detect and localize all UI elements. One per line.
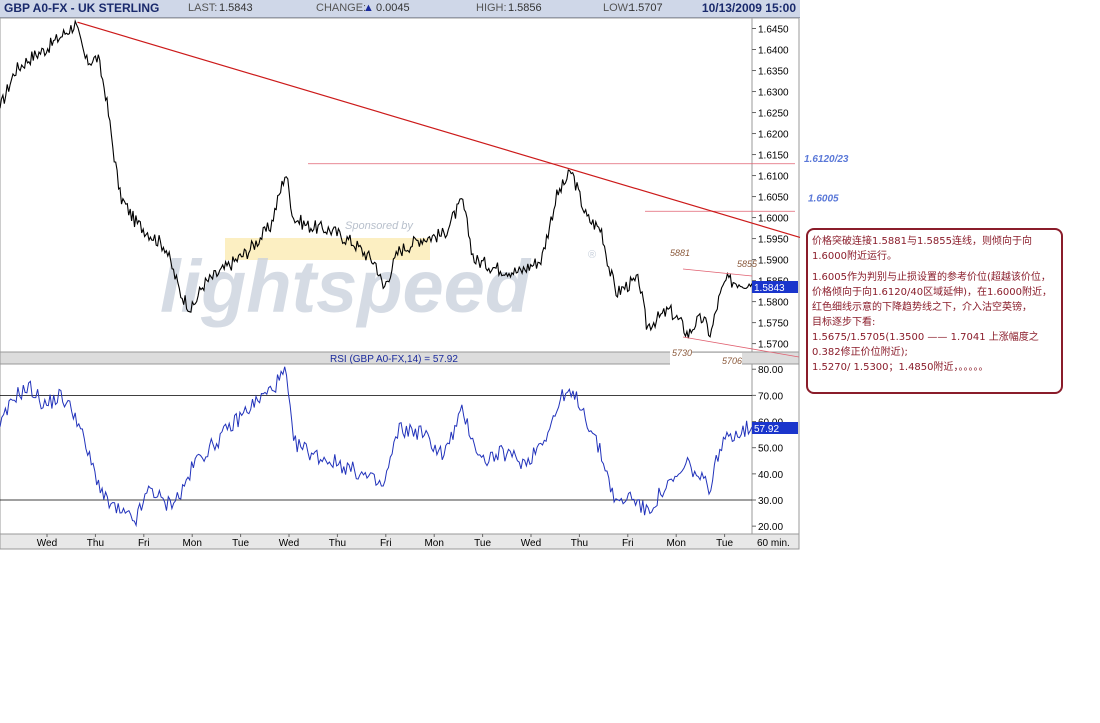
price-tick-label-14: 1.5750 [758, 319, 789, 330]
note-paragraph-5: 1.5270/ 1.5300；1.4850附近，。。。。。 [812, 362, 989, 373]
note-paragraph-2: 1.6005作为判别与止损设置的参考价位(超越该价位，价格倾向于向1.6120/… [812, 272, 1052, 313]
rsi-last-tag [752, 422, 798, 434]
price-tick-label-7: 1.6100 [758, 172, 789, 183]
time-axis [0, 533, 800, 550]
rsi-last-tag-text: 57.92 [754, 424, 779, 435]
watermark-sub: Sponsored by [345, 220, 414, 232]
chart-datetime: 10/13/2009 15:00 [701, 1, 796, 15]
price-tick-label-11: 1.5900 [758, 256, 789, 267]
change-label: CHANGE: [316, 2, 367, 14]
note-paragraph-4: 1.5675/1.5705(1.3500 —— 1.7041 上涨幅度之0.38… [812, 332, 1039, 358]
rsi-tick-label-1: 70.00 [758, 391, 783, 402]
last-value: 1.5843 [219, 2, 253, 14]
chart-header: GBP A0-FX - UK STERLING LAST: 1.5843 CHA… [0, 0, 800, 18]
downtrend-line [77, 21, 801, 239]
annot-5706: 5706 [722, 356, 742, 366]
price-tick-label-15: 1.5700 [758, 340, 789, 351]
price-tick-label-10: 1.5950 [758, 235, 789, 246]
low-label-box-2 [692, 353, 742, 366]
change-value: 0.0045 [376, 2, 410, 14]
rsi-tick-label-0: 80.00 [758, 365, 783, 376]
time-tick-label-5: Wed [279, 538, 299, 549]
price-axis [751, 17, 800, 353]
time-tick-label-10: Wed [521, 538, 541, 549]
high-value: 1.5856 [508, 2, 542, 14]
time-tick-label-8: Mon [424, 538, 443, 549]
note-paragraph-3: 目标逐步下看: [812, 317, 876, 328]
rsi-tick-label-4: 40.00 [758, 470, 783, 481]
price-tick-label-13: 1.5800 [758, 298, 789, 309]
time-tick-label-4: Tue [232, 538, 249, 549]
rsi-tick-label-6: 20.00 [758, 522, 783, 533]
note-paragraph-1: 价格突破连接1.5881与1.5855连线，则倾向于向1.6000附近运行。 [812, 236, 1032, 262]
time-tick-label-7: Fri [380, 538, 392, 549]
time-tick-label-13: Mon [666, 538, 685, 549]
time-tick-label-9: Tue [474, 538, 491, 549]
change-up-icon: ▲ [363, 2, 374, 14]
price-tick-label-9: 1.6000 [758, 214, 789, 225]
time-tick-label-1: Thu [87, 538, 104, 549]
level-label-0: 1.6120/23 [804, 154, 849, 165]
annot-5881: 5881 [670, 248, 690, 258]
watermark: Sponsored by lightspeed ® [160, 220, 596, 328]
watermark-text: lightspeed [160, 245, 532, 328]
price-tick-label-3: 1.6300 [758, 88, 789, 99]
last-price-tag-text: 1.5843 [754, 283, 785, 294]
time-tick-label-11: Thu [571, 538, 588, 549]
time-tick-label-2: Fri [138, 538, 150, 549]
rsi-panel [0, 363, 753, 535]
low-label: LOW: [603, 2, 631, 14]
price-tick-label-8: 1.6050 [758, 193, 789, 204]
symbol-title: GBP A0-FX - UK STERLING [4, 1, 160, 15]
time-axis-labels: Wed Thu Fri Mon Tue Wed Thu Fri Mon Tue Wed Thu Fri M… [37, 534, 733, 549]
time-tick-label-14: Tue [716, 538, 733, 549]
price-tick-label-4: 1.6250 [758, 109, 789, 120]
rsi-title: RSI (GBP A0-FX,14) = 57.92 [330, 354, 458, 365]
rsi-tick-label-3: 50.00 [758, 444, 783, 455]
time-tick-label-0: Wed [37, 538, 57, 549]
price-series [0, 19, 753, 339]
time-tick-label-3: Mon [182, 538, 201, 549]
low-value: 1.5707 [629, 2, 663, 14]
high-label: HIGH: [476, 2, 507, 14]
watermark-reg: ® [588, 249, 596, 261]
price-tick-label-0: 1.6450 [758, 25, 789, 36]
level-label-1: 1.6005 [808, 193, 839, 204]
last-label: LAST: [188, 2, 218, 14]
watermark-band [225, 238, 430, 260]
lower-channel-line [682, 336, 800, 358]
rsi-axis [751, 363, 800, 535]
price-tick-label-6: 1.6150 [758, 151, 789, 162]
rsi-tick-label-5: 30.00 [758, 496, 783, 507]
analysis-note: 价格突破连接1.5881与1.5855连线，则倾向于向1.6000附近运行。 1… [806, 228, 1063, 394]
time-unit: 60 min. [757, 538, 790, 549]
low-label-box [670, 343, 692, 365]
price-tick-label-5: 1.6200 [758, 130, 789, 141]
price-tick-label-2: 1.6350 [758, 67, 789, 78]
price-tick-label-1: 1.6400 [758, 46, 789, 57]
rsi-series [0, 366, 753, 528]
last-price-tag [752, 281, 798, 293]
upper-channel-line [682, 268, 753, 277]
time-tick-label-12: Fri [622, 538, 634, 549]
annot-5855: 5855 [737, 259, 758, 269]
annot-5730: 5730 [672, 348, 692, 358]
time-tick-label-6: Thu [329, 538, 346, 549]
